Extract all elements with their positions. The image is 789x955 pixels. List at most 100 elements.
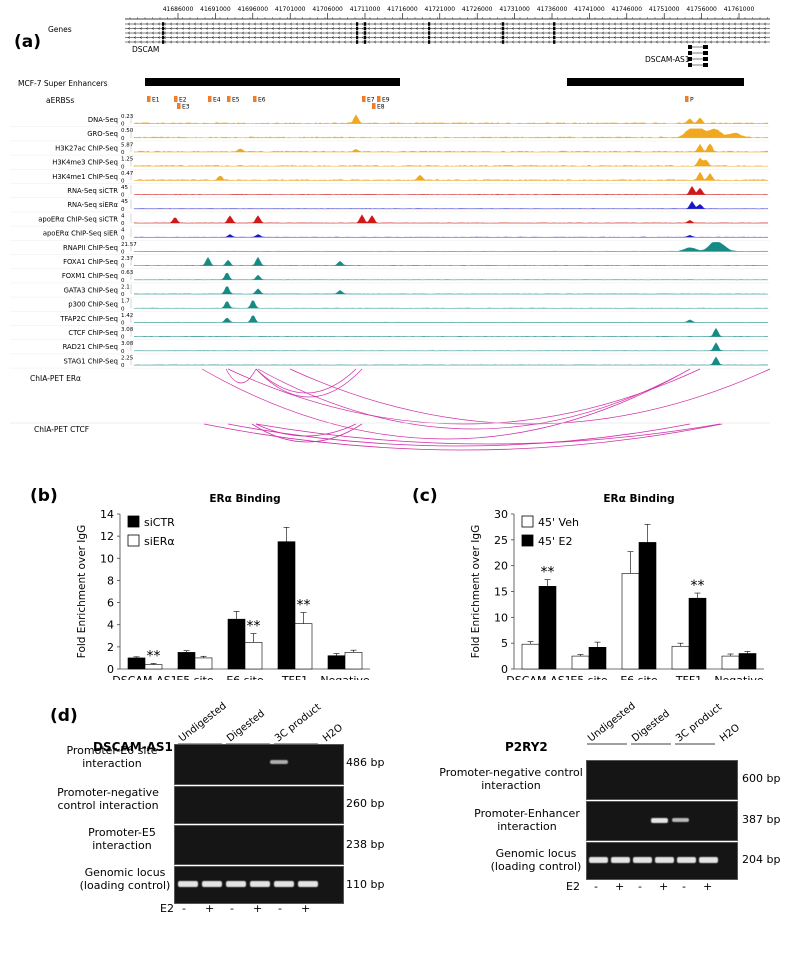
exon (162, 26, 165, 31)
track-name: H3K4me1 ChIP-Seq (52, 173, 118, 181)
e2-mark: - (594, 880, 598, 893)
signal-track-shape (133, 234, 769, 238)
exon (162, 40, 165, 44)
exon (688, 51, 692, 55)
bar (688, 597, 707, 670)
exon (364, 35, 367, 40)
y-tick-label: 5 (501, 637, 508, 650)
bar (571, 655, 590, 670)
track-min: 0 (121, 250, 125, 256)
e2-mark: + (659, 880, 669, 893)
signal-track-shape (133, 242, 769, 252)
y-tick-label: 30 (494, 508, 508, 521)
coord-tick-label: 41716000 (387, 6, 418, 13)
lane-group-label: H2O (718, 722, 742, 744)
chiapet-ctcf-arc (251, 423, 363, 443)
legend-swatch (521, 534, 534, 547)
track-max: 0.63 (121, 270, 134, 276)
x-tick-label: E6 site (226, 674, 264, 680)
exon (356, 22, 359, 26)
gel-row-p2ry2-1 (586, 760, 738, 800)
exon (688, 45, 692, 49)
chart-c: ERα Binding Fold Enrichment over IgG 0 5 10 1… (470, 493, 764, 680)
y-tick-label: 6 (107, 597, 114, 610)
gel-band (298, 881, 318, 887)
row-label-dscam-1: Promoter-E6 site interaction (66, 744, 158, 770)
aerbs-site-mark (174, 96, 178, 102)
bar (738, 653, 757, 670)
panel-c-letter: (c) (412, 486, 438, 506)
y-tick-label: 8 (107, 574, 114, 587)
gel-band (611, 857, 630, 863)
e2-mark: + (205, 902, 215, 915)
track-min: 0 (121, 179, 125, 185)
aerbs-site-mark (177, 103, 181, 109)
e2-mark: - (682, 880, 686, 893)
exon (703, 51, 708, 55)
signal-track-shape (133, 157, 769, 167)
bar (277, 541, 296, 670)
legend-label: 45' E2 (538, 535, 572, 548)
signal-track-shape (133, 171, 769, 181)
bar (244, 642, 263, 670)
bar (327, 655, 346, 670)
y-tick-label: 15 (494, 586, 508, 599)
track-name: FOXA1 ChIP-Seq (63, 258, 118, 266)
coord-tick-label: 41701000 (275, 6, 306, 13)
bar (521, 643, 540, 670)
exon (356, 40, 359, 44)
gel-band (274, 881, 294, 887)
band-size-dscam-2: 260 bp (346, 797, 385, 810)
exon (356, 31, 359, 35)
signal-track-shape (133, 214, 769, 224)
exon (553, 22, 556, 26)
chart-b: ERα Binding Fold Enrichment over IgG 0 2 4 6 8… (76, 493, 370, 680)
aerbs-site-label: P (690, 97, 694, 104)
track-max: 4 (121, 213, 125, 219)
track-min: 0 (121, 221, 125, 227)
gel-title-dscam-as1: DSCAM-AS1 (93, 740, 173, 754)
bar (194, 657, 213, 670)
e2-mark: + (253, 902, 263, 915)
track-name: CTCF ChIP-Seq (68, 329, 118, 337)
chiapet-era-label: ChIA-PET ERα (30, 374, 81, 383)
signal-track-shape (133, 256, 769, 266)
exon (502, 22, 505, 26)
bar (144, 664, 163, 670)
aerbs-site-label: E8 (377, 104, 385, 111)
signal-track-shape (133, 300, 769, 309)
aerbs-site-mark (685, 96, 689, 102)
significance-mark: ** (247, 619, 261, 635)
signal-track-shape (133, 128, 769, 139)
gene-label-dscam: DSCAM (132, 45, 159, 54)
track-min: 0 (121, 235, 125, 241)
y-tick-label: 12 (100, 530, 114, 543)
aerbs-site-mark (227, 96, 231, 102)
gel-row-dscam-3 (174, 825, 344, 865)
exon (502, 31, 505, 35)
legend-label: siCTR (144, 516, 175, 529)
coord-tick-label: 41686000 (163, 6, 194, 13)
row-label-dscam-2: Promoter-negative control interaction (57, 786, 159, 812)
y-axis-label: Fold Enrichment over IgG (76, 525, 88, 658)
track-min: 0 (121, 193, 125, 199)
gene-models (125, 22, 770, 67)
aerbs-label: aERBSs (46, 96, 74, 105)
coord-tick-label: 41741000 (574, 6, 605, 13)
exon (553, 35, 556, 40)
track-max: 2.37 (121, 256, 134, 262)
aerbs-site-mark (362, 96, 366, 102)
exon (428, 22, 431, 26)
track-max: 0.23 (121, 114, 134, 120)
track-name: p300 ChIP-Seq (68, 301, 118, 309)
chiapet-era-arc (289, 368, 771, 425)
signal-track-shape (133, 327, 769, 337)
aerbs-site-label: E4 (213, 97, 221, 104)
signal-track-shape (133, 114, 769, 124)
chiapet-ctcf-track (203, 423, 723, 451)
track-name: RNA-Seq siERα (67, 201, 118, 209)
aerbs-site-mark (147, 96, 151, 102)
chiapet-ctcf-arc (255, 423, 357, 437)
exon (364, 31, 367, 35)
